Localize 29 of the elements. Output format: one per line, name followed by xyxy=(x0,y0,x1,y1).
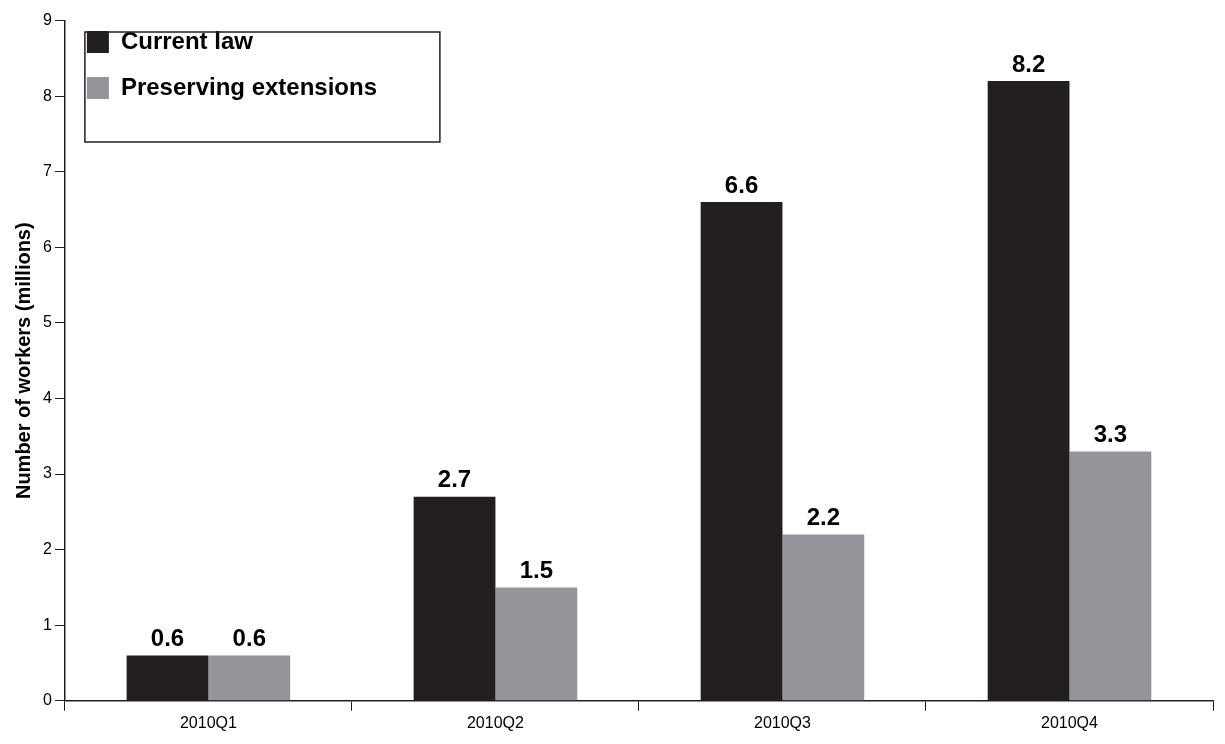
bar xyxy=(208,655,291,701)
data-label: 2.7 xyxy=(437,465,472,493)
data-label: 3.3 xyxy=(1093,420,1128,448)
y-tick-label: 3 xyxy=(42,464,52,482)
y-tick-label: 0 xyxy=(42,691,52,709)
x-tick-label: 2010Q1 xyxy=(179,713,237,731)
data-label: 0.6 xyxy=(232,624,266,652)
y-tick-label: 6 xyxy=(42,237,52,255)
y-tick-label: 4 xyxy=(42,388,52,406)
x-tick-label: 2010Q4 xyxy=(1041,713,1099,731)
y-tick-label: 7 xyxy=(42,162,52,180)
y-tick-label: 1 xyxy=(42,615,52,633)
bar xyxy=(495,587,578,701)
data-label: 8.2 xyxy=(1011,49,1046,77)
x-tick-label: 2010Q3 xyxy=(753,713,812,731)
bar xyxy=(782,534,865,701)
data-label: 2.2 xyxy=(806,503,841,531)
legend-label: Preserving extensions xyxy=(120,72,378,100)
x-tick-label: 2010Q2 xyxy=(466,713,525,731)
y-tick-label: 8 xyxy=(42,86,52,104)
y-tick-label: 9 xyxy=(42,11,52,29)
bar xyxy=(1069,451,1152,701)
y-tick-label: 2 xyxy=(42,540,52,558)
y-tick-label: 5 xyxy=(42,313,52,331)
y-axis-title: Number of workers (millions) xyxy=(11,222,34,500)
legend-label: Current law xyxy=(120,26,254,54)
data-label: 1.5 xyxy=(519,556,554,584)
data-label: 6.6 xyxy=(724,170,759,198)
data-label: 0.6 xyxy=(150,624,185,652)
